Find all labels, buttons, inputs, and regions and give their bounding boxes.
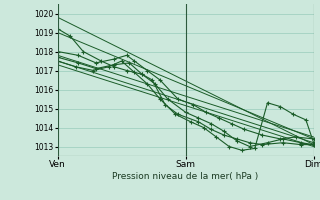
- X-axis label: Pression niveau de la mer( hPa ): Pression niveau de la mer( hPa ): [112, 172, 259, 181]
